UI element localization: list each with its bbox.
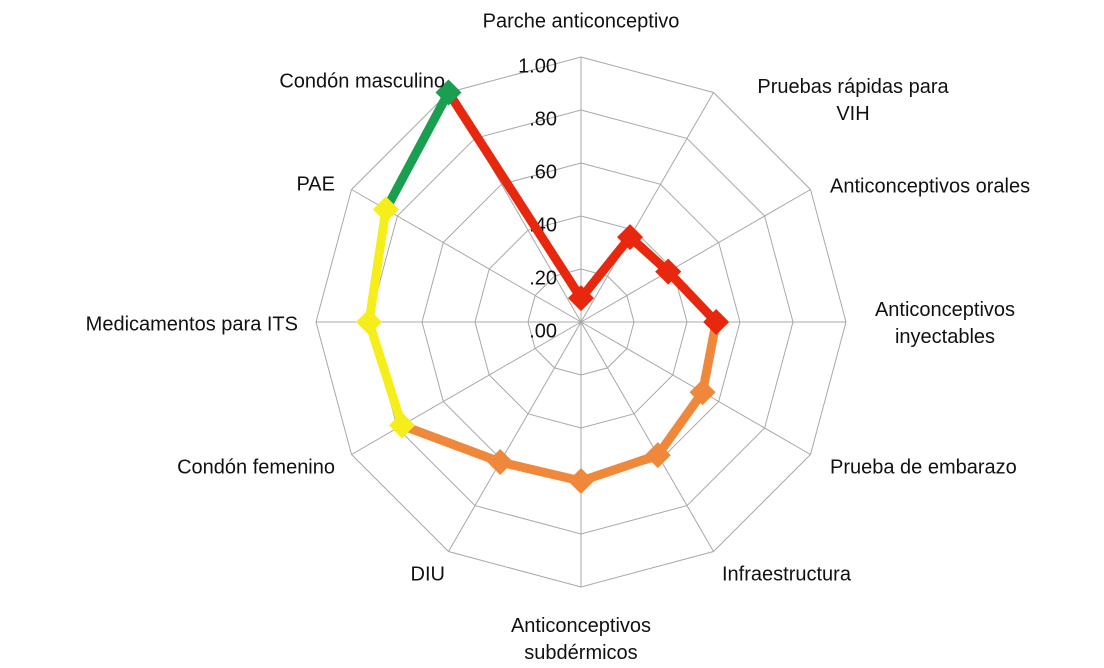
category-label: Pruebas rápidas para VIH [757, 76, 949, 125]
marker [487, 448, 514, 475]
category-label: Parche anticonceptivo [482, 10, 680, 33]
category-label: Anticonceptivos inyectables [874, 299, 1016, 348]
marker [568, 285, 594, 312]
line-segment [364, 317, 407, 430]
spoke [580, 92, 714, 323]
marker [372, 196, 399, 223]
marker [689, 379, 716, 406]
line-segment [576, 232, 635, 303]
line-segment [381, 88, 453, 214]
spoke [580, 189, 811, 323]
line-segment [663, 267, 721, 327]
marker [644, 442, 671, 469]
marker [435, 79, 462, 106]
line-segment [444, 88, 586, 303]
r-tick-label: .60 [529, 161, 557, 183]
line-segment [397, 420, 505, 467]
r-tick-label: 1.00 [518, 55, 557, 77]
marker [655, 258, 682, 285]
category-label: Condón masculino [279, 70, 445, 93]
marker [568, 468, 594, 494]
category-label: Medicamentos para ITS [85, 313, 298, 336]
r-tick-label: .00 [529, 320, 557, 342]
category-label: Anticonceptivos orales [830, 175, 1031, 198]
spoke [351, 321, 582, 455]
category-label: Condón femenino [177, 456, 335, 479]
r-tick-label: .20 [529, 267, 557, 289]
marker [356, 309, 382, 335]
category-label: Anticonceptivos subdérmicos [510, 615, 652, 664]
marker [388, 412, 415, 439]
r-tick-label: .80 [529, 108, 557, 130]
line-segment [495, 457, 586, 486]
marker [703, 309, 730, 335]
line-segment [653, 387, 708, 460]
line-segment [698, 317, 721, 397]
spoke [448, 321, 582, 552]
line-segment [576, 450, 663, 486]
line-segment [364, 204, 391, 327]
category-label: PAE [296, 173, 335, 196]
spoke [580, 321, 714, 552]
category-label: DIU [410, 563, 445, 586]
category-label: Prueba de embarazo [830, 456, 1017, 479]
marker [617, 224, 644, 251]
category-label: Infraestructura [722, 563, 851, 586]
grid [315, 56, 847, 588]
